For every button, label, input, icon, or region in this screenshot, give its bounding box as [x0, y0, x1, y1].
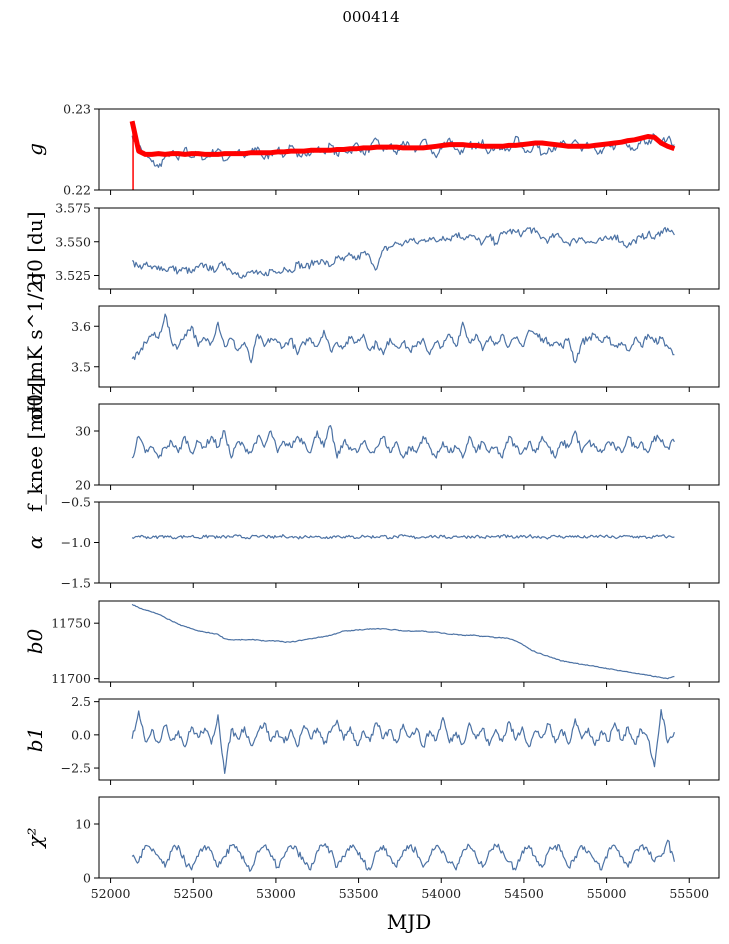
series-line-sigma0-k [131, 313, 675, 364]
series-line-b1 [131, 709, 675, 774]
y-tick-label: 3.6 [71, 319, 91, 334]
panel-7: −2.5 0.0 2.5 b1 [23, 694, 720, 785]
y-axis-label: α [23, 535, 47, 549]
panel-5: −1.5 −1.0 −0.5 α [23, 495, 720, 591]
y-axis-label: b1 [23, 727, 47, 753]
y-axis-label: σ0 [mK s^1/2] [23, 273, 47, 421]
x-tick-label: 52000 [91, 886, 131, 901]
x-tick-label: 55500 [669, 886, 709, 901]
y-tick-label: 2.5 [71, 694, 91, 709]
x-tick-label: 54000 [421, 886, 461, 901]
series-line-g-fit- [131, 133, 675, 168]
figure-title: 000414 [342, 8, 399, 26]
axes-frame [98, 698, 720, 781]
y-tick-label: 3.575 [55, 201, 91, 216]
y-tick-label: 10 [75, 817, 91, 832]
y-tick-label: −2.5 [61, 761, 91, 776]
y-tick-label: 3.5 [71, 359, 91, 374]
y-axis-label: σ0 [du] [23, 211, 47, 285]
x-tick-label: 52500 [173, 886, 213, 901]
panel-3: 3.5 3.6 σ0 [mK s^1/2] [23, 273, 720, 421]
panel-4: 20 30 f_knee [mHz] [23, 377, 720, 512]
x-tick-label: 54500 [504, 886, 544, 901]
y-tick-label: 0 [83, 871, 91, 886]
y-axis-label: g [23, 143, 47, 156]
axes-frame [98, 305, 720, 388]
y-tick-label: 0.0 [71, 727, 91, 742]
axes-frame [98, 108, 720, 191]
axes-frame [98, 207, 720, 290]
y-tick-label: 30 [75, 424, 91, 439]
y-tick-label: 3.550 [55, 234, 91, 249]
y-tick-label: 11750 [51, 616, 91, 631]
x-tick-label: 53000 [256, 886, 296, 901]
series-line-g-reference- [129, 120, 676, 157]
y-tick-label: −0.5 [61, 495, 91, 510]
x-axis-label: MJD [387, 910, 432, 934]
panel-8: 0 10 52000 52500 53000 53500 54000 54500 55000 55… [23, 796, 720, 901]
axes-frame [98, 501, 720, 584]
y-tick-label: 0.22 [63, 183, 91, 198]
series-line-fknee [131, 425, 675, 459]
y-tick-label: −1.0 [61, 535, 91, 550]
x-tick-label: 53500 [339, 886, 379, 901]
y-tick-label: 20 [75, 478, 91, 493]
series-line-b0 [131, 603, 675, 680]
y-tick-label: −1.5 [61, 576, 91, 591]
series-line-alpha [131, 534, 675, 540]
axes-frame [98, 600, 720, 683]
panel-6: 11700 11750 b0 [23, 600, 720, 687]
panel-1: 0.22 0.23 g [23, 102, 720, 198]
series-line-chi2 [131, 839, 675, 872]
y-tick-label: 3.525 [55, 268, 91, 283]
y-axis-label: χ² [23, 827, 47, 849]
y-tick-label: 11700 [51, 671, 91, 686]
y-axis-label: f_knee [mHz] [23, 377, 47, 512]
x-tick-label: 55000 [587, 886, 627, 901]
axes-frame [98, 796, 720, 879]
y-tick-label: 0.23 [63, 102, 91, 117]
panel-2: 3.525 3.550 3.575 σ0 [du] [23, 201, 720, 294]
series-line-sigma0 [131, 226, 675, 279]
y-axis-label: b0 [23, 628, 47, 654]
axes-frame [98, 403, 720, 486]
